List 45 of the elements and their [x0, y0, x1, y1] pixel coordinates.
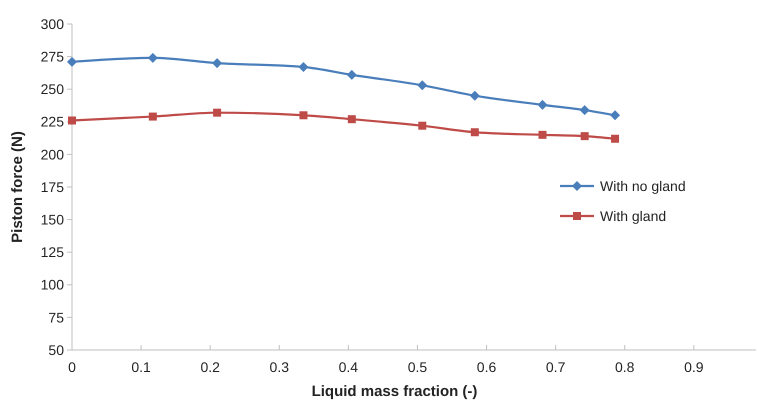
point — [67, 56, 77, 67]
point — [148, 112, 157, 121]
x-tick-label: 0.5 — [408, 359, 428, 375]
x-tick-label: 0.8 — [614, 359, 635, 375]
y-tick-label: 125 — [40, 244, 64, 260]
point — [417, 80, 428, 90]
x-tick-label: 0.1 — [131, 359, 152, 375]
point — [148, 52, 158, 63]
point — [580, 105, 590, 116]
x-tick-label: 0.2 — [200, 359, 220, 375]
point — [213, 108, 222, 117]
x-tick-label: 0.3 — [270, 359, 290, 375]
y-tick-label: 100 — [40, 276, 64, 293]
legend-label: With no gland — [600, 178, 686, 194]
point — [212, 58, 222, 68]
y-tick-label: 200 — [40, 146, 64, 162]
y-tick-label: 75 — [48, 309, 64, 326]
point — [611, 134, 620, 143]
y-tick-label: 250 — [40, 81, 64, 98]
y-tick-label: 150 — [40, 212, 64, 228]
y-tick-label: 225 — [40, 114, 64, 130]
point — [418, 122, 426, 130]
y-axis-title: Piston force (N) — [9, 131, 26, 243]
point — [610, 110, 620, 120]
point — [538, 100, 548, 110]
point — [538, 130, 547, 139]
y-tick-label: 50 — [48, 342, 64, 358]
x-tick-label: 0.7 — [546, 359, 566, 375]
y-tick-label: 300 — [40, 16, 64, 32]
point — [68, 116, 76, 124]
point — [470, 90, 480, 101]
point — [470, 128, 479, 136]
point — [299, 111, 308, 120]
x-tick-label: 0.4 — [338, 359, 358, 375]
point — [298, 62, 308, 72]
x-tick-label: 0 — [68, 359, 76, 375]
point — [580, 132, 589, 140]
x-tick-label: 0.6 — [476, 359, 496, 375]
point — [346, 70, 357, 80]
legend-label: With gland — [600, 208, 666, 224]
y-tick-label: 175 — [40, 178, 64, 195]
point — [348, 115, 356, 124]
x-axis-title: Liquid mass fraction (-) — [312, 383, 478, 400]
y-tick-label: 275 — [40, 48, 64, 64]
x-tick-label: 0.9 — [684, 359, 704, 375]
